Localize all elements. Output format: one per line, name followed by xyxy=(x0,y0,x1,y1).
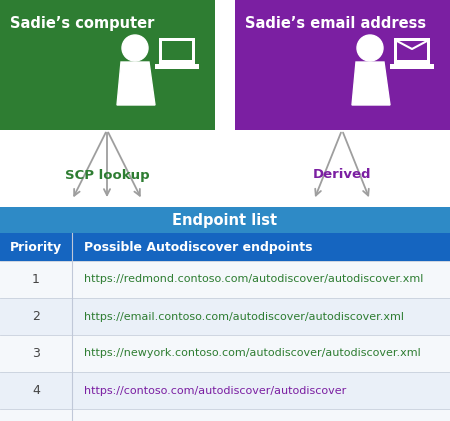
Bar xyxy=(162,41,192,60)
Text: 4: 4 xyxy=(32,384,40,397)
Bar xyxy=(155,64,199,69)
Text: Sadie’s email address: Sadie’s email address xyxy=(245,16,426,31)
Bar xyxy=(397,41,427,60)
Text: Derived: Derived xyxy=(313,168,371,181)
Polygon shape xyxy=(117,62,155,105)
Bar xyxy=(0,372,450,409)
Text: Possible Autodiscover endpoints: Possible Autodiscover endpoints xyxy=(84,240,312,253)
Bar xyxy=(390,64,434,69)
Bar xyxy=(0,409,450,421)
Text: 1: 1 xyxy=(32,273,40,286)
Bar xyxy=(0,261,450,298)
Bar xyxy=(159,38,195,64)
Text: 3: 3 xyxy=(32,347,40,360)
Circle shape xyxy=(122,35,148,61)
Bar xyxy=(0,298,450,335)
Text: https://redmond.contoso.com/autodiscover/autodiscover.xml: https://redmond.contoso.com/autodiscover… xyxy=(84,274,423,285)
Circle shape xyxy=(357,35,383,61)
Text: SCP lookup: SCP lookup xyxy=(65,168,149,181)
Text: https://contoso.com/autodiscover/autodiscover: https://contoso.com/autodiscover/autodis… xyxy=(84,386,346,395)
Bar xyxy=(0,207,450,233)
Bar xyxy=(0,0,215,130)
Text: Sadie’s computer: Sadie’s computer xyxy=(10,16,154,31)
Text: https://email.contoso.com/autodiscover/autodiscover.xml: https://email.contoso.com/autodiscover/a… xyxy=(84,312,404,322)
Text: Priority: Priority xyxy=(10,240,62,253)
Bar xyxy=(235,0,450,130)
Polygon shape xyxy=(352,62,390,105)
Bar xyxy=(0,335,450,372)
Bar xyxy=(394,38,430,64)
Text: https://newyork.contoso.com/autodiscover/autodiscover.xml: https://newyork.contoso.com/autodiscover… xyxy=(84,349,421,359)
Text: 2: 2 xyxy=(32,310,40,323)
Bar xyxy=(0,233,450,261)
Text: Endpoint list: Endpoint list xyxy=(172,213,278,227)
